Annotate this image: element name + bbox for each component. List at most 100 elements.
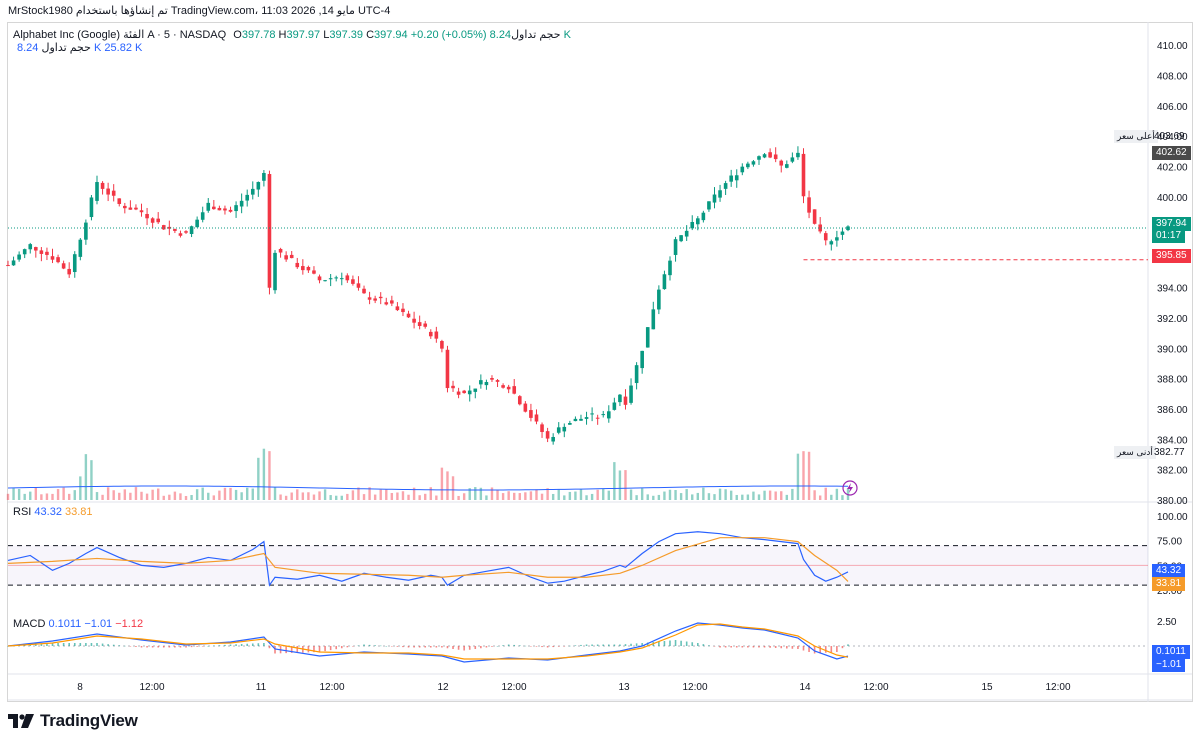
- time-tick-label: 11: [256, 682, 267, 693]
- volume-bar: [246, 487, 249, 500]
- price-candle: [312, 270, 316, 274]
- price-tick-label: 386.00: [1157, 405, 1188, 416]
- macd-histogram-bar: [35, 644, 37, 646]
- macd-histogram-bar: [574, 645, 577, 646]
- volume-bar: [818, 495, 822, 500]
- macd-histogram-bar: [435, 646, 438, 648]
- macd-histogram-bar: [813, 646, 816, 654]
- macd-histogram-bar: [724, 646, 727, 648]
- macd-histogram-bar: [96, 643, 98, 646]
- price-candle: [679, 235, 683, 242]
- volume-bar: [440, 467, 444, 500]
- price-candle: [395, 306, 400, 311]
- volume-bar: [329, 495, 332, 500]
- price-candle: [651, 309, 656, 330]
- tradingview-logo[interactable]: TradingView: [8, 710, 138, 732]
- price-candle: [835, 237, 839, 241]
- volume-bar: [529, 491, 533, 500]
- volume-bar: [652, 495, 655, 500]
- macd-histogram-bar: [769, 646, 771, 648]
- volume-bar: [262, 448, 266, 500]
- macd-histogram-bar: [218, 645, 221, 646]
- macd-histogram-bar: [107, 644, 109, 646]
- volume-bar: [446, 471, 449, 500]
- price-candle: [790, 157, 795, 162]
- volume-bar: [257, 457, 260, 500]
- volume-bar: [401, 491, 405, 500]
- price-candle: [223, 208, 227, 211]
- macd-histogram-bar: [585, 644, 588, 646]
- low-label: L: [323, 29, 330, 41]
- price-candle: [200, 212, 205, 220]
- volume-bar: [223, 487, 227, 500]
- price-candle: [123, 205, 127, 209]
- macd-histogram-bar: [502, 645, 504, 646]
- macd-histogram-bar: [368, 644, 371, 646]
- macd-histogram-bar: [552, 646, 554, 648]
- price-candle: [195, 219, 199, 228]
- macd-histogram-bar: [73, 643, 76, 646]
- high-value: 397.97: [286, 29, 321, 41]
- chart-frame[interactable]: [7, 22, 1193, 702]
- price-candle: [440, 341, 444, 349]
- macd-histogram-bar: [452, 646, 454, 649]
- volume-bar: [607, 490, 610, 500]
- macd-histogram-bar: [518, 645, 521, 646]
- price-candle: [768, 152, 772, 158]
- price-candle: [662, 274, 667, 290]
- price-candle: [245, 194, 250, 201]
- volume-bar: [273, 487, 277, 500]
- volume-bar: [635, 495, 638, 500]
- macd-histogram-bar: [824, 646, 827, 653]
- price-candle: [184, 231, 188, 233]
- volume-bar: [451, 476, 455, 500]
- price-candle: [640, 350, 644, 369]
- price-candle: [367, 297, 372, 300]
- volume-bar: [284, 495, 288, 500]
- volume-bar: [335, 495, 338, 500]
- macd-histogram-bar: [335, 646, 338, 650]
- macd-histogram-bar: [62, 643, 65, 646]
- price-candle: [568, 422, 572, 425]
- volume-bar: [168, 494, 171, 500]
- volume-bar: [702, 487, 705, 500]
- price-candle: [212, 206, 216, 210]
- price-candle: [362, 288, 366, 294]
- price-candle: [111, 190, 116, 196]
- macd-histogram-bar: [658, 641, 660, 646]
- price-candle: [484, 381, 489, 386]
- macd-histogram-bar: [424, 646, 427, 648]
- price-tick-label: 402.00: [1157, 162, 1188, 173]
- macd-histogram-bar: [530, 646, 532, 647]
- macd-histogram-bar: [240, 644, 243, 646]
- volume-bar: [729, 490, 733, 500]
- macd-histogram-bar: [118, 645, 121, 646]
- macd-histogram-bar: [613, 644, 616, 646]
- price-candle: [339, 278, 344, 280]
- volume-bar: [685, 489, 688, 500]
- time-tick-label: 15: [981, 682, 993, 693]
- price-candle: [762, 154, 767, 158]
- volume-bar: [540, 493, 544, 500]
- countdown-tag: 01:17: [1152, 229, 1186, 243]
- price-candle: [434, 331, 439, 339]
- low-marker-value: 382.77: [1154, 447, 1185, 458]
- macd-histogram-bar: [819, 646, 821, 654]
- macd-histogram-bar: [797, 646, 799, 649]
- volume-bar: [674, 490, 677, 500]
- macd-histogram-bar: [758, 646, 760, 648]
- volume-bar: [268, 451, 271, 500]
- macd-label: MACD: [13, 618, 46, 630]
- tradingview-logo-text: TradingView: [40, 711, 138, 730]
- volume2-values: 8.24 K 25.82 K: [17, 42, 143, 54]
- volume-bar: [813, 490, 816, 500]
- macd-histogram-bar: [569, 645, 571, 647]
- price-candle: [779, 160, 784, 166]
- macd-histogram-bar: [385, 646, 388, 647]
- macd-histogram-bar: [808, 646, 810, 652]
- volume-bar: [368, 487, 371, 500]
- price-candle: [84, 222, 88, 240]
- alert-icon: [842, 480, 858, 496]
- macd-histogram-bar: [379, 645, 382, 647]
